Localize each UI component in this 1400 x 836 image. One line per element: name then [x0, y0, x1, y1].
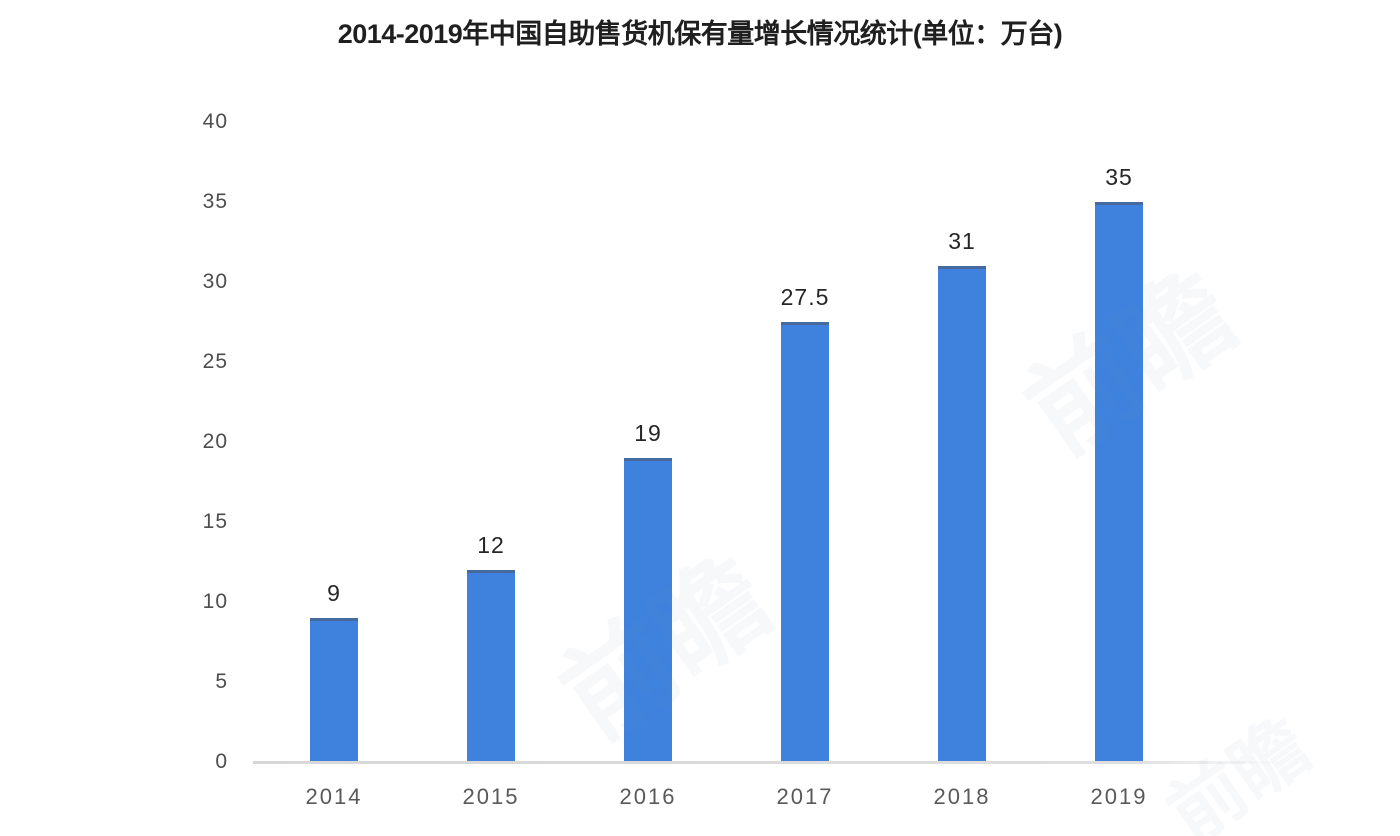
bar-2014: [310, 618, 358, 762]
bar-2018: [938, 266, 986, 762]
bar-value-label: 31: [948, 228, 976, 254]
y-tick-label: 5: [215, 670, 228, 693]
bar-value-label: 12: [477, 532, 505, 558]
y-tick-label: 30: [202, 270, 228, 293]
bar-value-label: 9: [327, 580, 341, 606]
y-tick-label: 35: [202, 190, 228, 213]
bar-2015: [467, 570, 515, 762]
y-tick-label: 15: [202, 510, 228, 533]
bar-value-label: 27.5: [780, 284, 830, 310]
bar-2019: [1095, 202, 1143, 762]
bar-2017: [781, 322, 829, 762]
y-tick-label: 20: [202, 430, 228, 453]
bar-value-label: 19: [634, 420, 662, 446]
y-tick-label: 25: [202, 350, 228, 373]
x-tick-label: 2018: [933, 784, 991, 809]
y-tick-label: 10: [202, 590, 228, 613]
y-tick-label: 0: [215, 750, 228, 773]
bar-value-label: 35: [1105, 164, 1133, 190]
y-tick-label: 40: [202, 110, 228, 133]
x-axis-line: [253, 761, 1285, 764]
x-tick-label: 2019: [1090, 784, 1148, 809]
x-tick-label: 2015: [462, 784, 520, 809]
x-tick-label: 2014: [305, 784, 363, 809]
bar-2016: [624, 458, 672, 762]
x-tick-label: 2016: [619, 784, 677, 809]
chart-title: 2014-2019年中国自助售货机保有量增长情况统计(单位：万台): [337, 19, 1063, 49]
x-tick-label: 2017: [776, 784, 834, 809]
